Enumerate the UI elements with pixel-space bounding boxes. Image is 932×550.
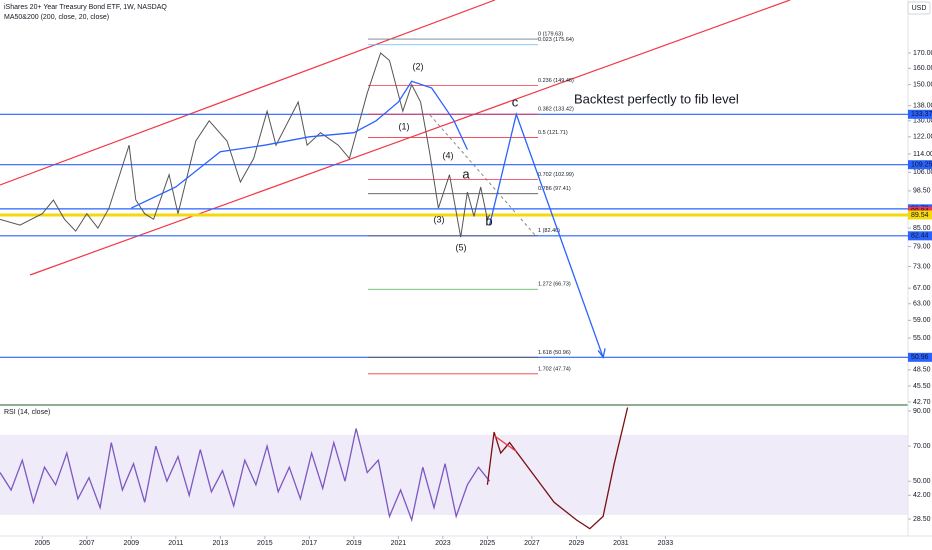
annotation: Backtest perfectly to fib level <box>574 91 739 106</box>
price-tag <box>908 352 932 362</box>
x-tick-label: 2011 <box>168 540 183 547</box>
fib-label: 0.5 (121.71) <box>538 130 568 136</box>
series-line <box>131 80 468 209</box>
y-tick-label: 138.00 <box>913 103 932 110</box>
y-tick-label: 114.00 <box>913 151 932 158</box>
chart-title: iShares 20+ Year Treasury Bond ETF, 1W, … <box>4 4 167 11</box>
y-tick-label: 170.00 <box>913 50 932 57</box>
fib-label: 0.786 (97.41) <box>538 186 571 192</box>
fib-label: 1 (82.46) <box>538 228 560 234</box>
wave-label: c <box>512 94 519 109</box>
x-tick-label: 2017 <box>302 540 318 547</box>
x-tick-label: 2007 <box>79 540 95 547</box>
y-tick-label: 73.00 <box>913 263 931 270</box>
y-tick-label: 79.00 <box>913 243 931 250</box>
y-tick-label: 106.00 <box>913 169 932 176</box>
x-tick-label: 2029 <box>569 540 585 547</box>
price-tag <box>908 109 932 119</box>
x-tick-label: 2019 <box>346 540 362 547</box>
y-tick-label: 28.50 <box>913 516 931 523</box>
wave-label: (3) <box>434 214 445 224</box>
price-tag-label: 109.25 <box>911 162 932 169</box>
wave-label: (4) <box>443 150 454 160</box>
y-tick-label: 160.00 <box>913 65 932 72</box>
currency[interactable]: USD <box>912 5 927 12</box>
fib-label: 1.702 (47.74) <box>538 366 571 372</box>
price-tag-label: 133.37 <box>911 111 932 118</box>
y-tick-label: 130.00 <box>913 118 932 125</box>
x-tick-label: 2015 <box>257 540 273 547</box>
x-tick-label: 2009 <box>124 540 140 547</box>
series-line <box>488 112 604 358</box>
y-tick-label: 45.50 <box>913 383 931 390</box>
fib-label: 0.023 (175.64) <box>538 37 574 43</box>
price-tag-label: 50.96 <box>911 354 929 361</box>
price-tag <box>908 231 932 241</box>
rsi-band <box>0 435 908 515</box>
wave-label: (1) <box>399 121 410 131</box>
y-tick-label: 63.00 <box>913 301 931 308</box>
fib-label: 0.702 (102.99) <box>538 172 574 178</box>
wave-label: (2) <box>413 61 424 71</box>
y-tick-label: 90.00 <box>913 408 931 415</box>
fib-label: 1.618 (50.96) <box>538 350 571 356</box>
fib-label: 1.272 (66.73) <box>538 282 571 288</box>
x-tick-label: 2021 <box>391 540 407 547</box>
series-line <box>0 428 491 523</box>
channel-line <box>0 0 496 186</box>
wave-label: (5) <box>456 242 467 252</box>
x-tick-label: 2033 <box>658 540 674 547</box>
y-tick-label: 150.00 <box>913 81 932 88</box>
wave-label: a <box>462 166 470 181</box>
y-tick-label: 48.50 <box>913 367 931 374</box>
x-tick-label: 2023 <box>435 540 451 547</box>
arrow-head <box>597 348 606 359</box>
y-tick-label: 50.00 <box>913 478 931 485</box>
x-tick-label: 2005 <box>34 540 50 547</box>
price-tag-label: 89.54 <box>911 212 929 219</box>
fib-label: 0 (179.63) <box>538 32 563 38</box>
series-line <box>0 52 491 238</box>
wave-label: b <box>485 213 492 228</box>
series-line <box>486 407 629 530</box>
price-tag <box>908 210 932 220</box>
x-tick-label: 2027 <box>524 540 540 547</box>
x-tick-label: 2031 <box>613 540 629 547</box>
x-tick-label: 2025 <box>480 540 496 547</box>
price-tag-label: 82.44 <box>911 233 929 240</box>
indicator-legend: RSI (14, close) <box>4 409 50 416</box>
fib-label: 0.382 (133.42) <box>538 107 574 113</box>
fib-label: 0.236 (149.46) <box>538 78 574 84</box>
y-tick-label: 59.00 <box>913 317 931 324</box>
currency-box[interactable] <box>907 1 931 15</box>
y-tick-label: 67.00 <box>913 285 931 292</box>
y-tick-label: 98.50 <box>913 188 931 195</box>
series-line <box>493 435 517 452</box>
y-tick-label: 55.00 <box>913 335 931 342</box>
indicator-legend: MA50&200 (200, close, 20, close) <box>4 14 109 21</box>
y-tick-label: 122.00 <box>913 134 932 141</box>
y-tick-label: 42.70 <box>913 399 931 406</box>
x-tick-label: 2013 <box>213 540 229 547</box>
y-tick-label: 85.00 <box>913 225 931 232</box>
y-tick-label: 42.00 <box>913 492 931 499</box>
price-tag <box>908 160 932 170</box>
y-tick-label: 70.00 <box>913 443 931 450</box>
